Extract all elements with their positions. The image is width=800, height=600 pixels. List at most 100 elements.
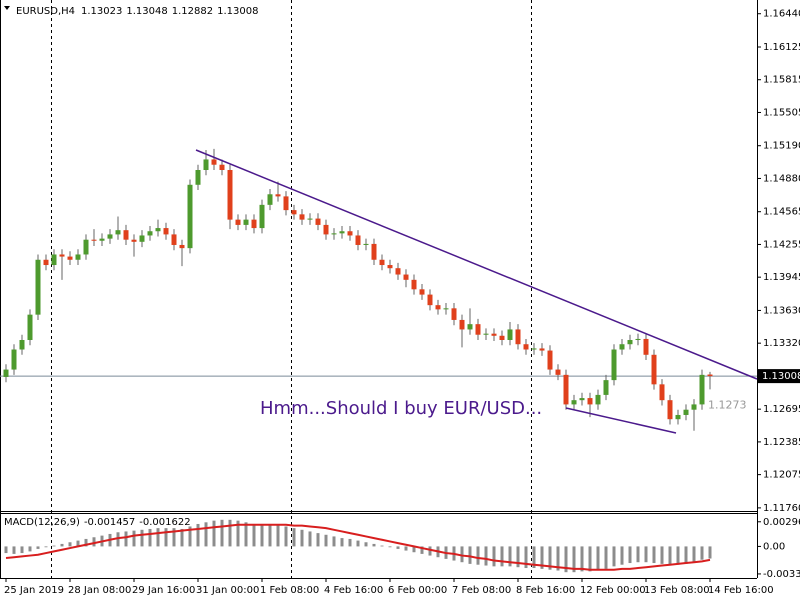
candle-body — [51, 254, 57, 266]
candle-body — [483, 333, 489, 335]
candle-body — [299, 214, 305, 220]
candle-body — [131, 239, 137, 242]
macd-histogram-bar — [508, 546, 512, 567]
macd-histogram-bar — [700, 546, 704, 560]
candle-body — [379, 259, 385, 266]
macd-histogram-bar — [388, 546, 392, 548]
candle-body — [659, 384, 665, 401]
candle-body — [331, 233, 337, 235]
candle-body — [203, 159, 209, 170]
candle-body — [147, 231, 153, 236]
candle-body — [627, 340, 633, 345]
candle-body — [235, 219, 241, 225]
macd-histogram-bar — [428, 546, 432, 556]
macd-histogram-bar — [20, 546, 24, 554]
separators — [51, 0, 532, 578]
macd-y-tick-label: -0.00331 — [763, 569, 800, 580]
macd-histogram-bar — [492, 546, 496, 567]
x-tick-label: 6 Feb 00:00 — [388, 585, 447, 596]
candle-body — [171, 234, 177, 245]
macd-histogram-bar — [4, 546, 8, 554]
macd-histogram-bar — [332, 536, 336, 547]
candle-body — [67, 256, 73, 260]
macd-histogram-bar — [540, 546, 544, 569]
macd-histogram-bar — [380, 545, 384, 547]
candle-body — [683, 409, 689, 415]
candle-body — [419, 289, 425, 295]
macd-histogram-bar — [348, 538, 352, 547]
macd-histogram-bar — [668, 546, 672, 565]
macd-histogram-bar — [212, 520, 216, 547]
candle-body — [595, 394, 601, 405]
macd-histogram-bar — [132, 530, 136, 547]
macd-histogram-bar — [612, 546, 616, 567]
candle-body — [555, 369, 561, 375]
macd-histogram-bar — [316, 533, 320, 547]
macd-histogram-bar — [276, 524, 280, 547]
macd-histogram-bar — [60, 543, 64, 547]
candle-body — [307, 218, 313, 220]
macd-histogram-bar — [660, 546, 664, 564]
x-tick-label: 1 Feb 08:00 — [260, 585, 319, 596]
y-tick-label: 1.15505 — [763, 107, 800, 118]
y-tick-label: 1.16440 — [763, 9, 800, 20]
macd-histogram-bar — [164, 528, 168, 547]
candle-body — [579, 398, 585, 401]
plot-area — [0, 148, 757, 431]
macd-histogram-bar — [572, 546, 576, 573]
macd-histogram-bar — [44, 546, 48, 548]
macd-histogram-bar — [324, 534, 328, 547]
candle-body — [651, 354, 657, 385]
macd-histogram-bar — [284, 526, 288, 547]
macd-histogram-bar — [356, 540, 360, 547]
y-tick-label: 1.16125 — [763, 42, 800, 53]
chart-header: EURUSD,H4 1.13023 1.13048 1.12882 1.13008 — [16, 6, 258, 17]
candle-body — [123, 230, 129, 240]
x-tick-label: 13 Feb 08:00 — [644, 585, 710, 596]
macd-histogram-bar — [156, 528, 160, 547]
y-tick-label: 1.15190 — [763, 141, 800, 152]
candle-body — [699, 374, 705, 405]
y-tick-label: 1.15815 — [763, 75, 800, 86]
candle-body — [283, 196, 289, 211]
x-tick-label: 14 Feb 16:00 — [708, 585, 774, 596]
macd-histogram-bar — [244, 522, 248, 547]
candle-body — [19, 340, 25, 350]
candle-body — [347, 231, 353, 236]
candle-body — [603, 380, 609, 395]
annotation: Hmm...Should I buy EUR/USD... — [260, 398, 542, 419]
macd-histogram-bar — [516, 546, 520, 568]
macd-histogram-bar — [468, 546, 472, 564]
macd-histogram-bar — [92, 537, 96, 547]
candle-body — [187, 184, 193, 249]
price-label: 1.1273 — [708, 398, 747, 411]
macd-histogram-bar — [364, 542, 368, 547]
macd-histogram-bar — [628, 546, 632, 564]
candle-body — [211, 159, 217, 165]
y-tick-label: 1.13320 — [763, 338, 800, 349]
macd-histogram-bar — [180, 528, 184, 547]
macd-y-tick-label: 0.00 — [763, 541, 785, 552]
candle-body — [155, 228, 161, 232]
x-tick-label: 31 Jan 00:00 — [196, 585, 259, 596]
candle-body — [163, 228, 169, 235]
x-tick-label: 7 Feb 08:00 — [452, 585, 511, 596]
current-price-box — [758, 369, 800, 384]
macd-histogram-bar — [252, 523, 256, 547]
menu-arrow[interactable] — [4, 6, 10, 10]
macd-histogram-bar — [476, 546, 480, 565]
header-high: 1.13048 — [126, 6, 167, 17]
candle-body — [315, 218, 321, 225]
candle-body — [139, 235, 145, 242]
candle-body — [691, 404, 697, 410]
y-tick-label: 1.12385 — [763, 437, 800, 448]
candle-body — [547, 350, 553, 370]
macd-histogram-bar — [412, 546, 416, 553]
macd-histogram-bar — [76, 540, 80, 547]
candle-body — [571, 400, 577, 405]
candle-body — [475, 324, 481, 335]
macd-histogram-bar — [596, 546, 600, 571]
candle-body — [11, 349, 17, 370]
x-tick-label: 4 Feb 16:00 — [324, 585, 383, 596]
